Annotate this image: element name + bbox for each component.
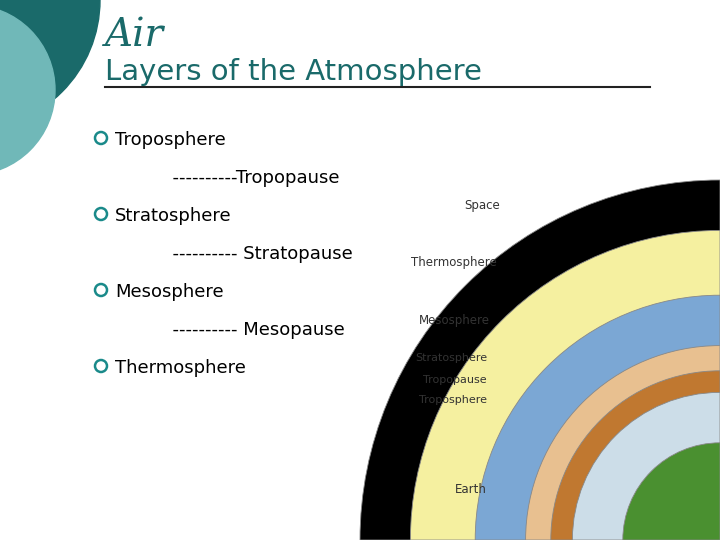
Text: Thermosphere: Thermosphere bbox=[115, 359, 246, 377]
Wedge shape bbox=[475, 295, 720, 540]
Text: Space: Space bbox=[464, 199, 500, 212]
Wedge shape bbox=[410, 231, 720, 540]
Text: Mesosphere: Mesosphere bbox=[115, 283, 224, 301]
Wedge shape bbox=[572, 393, 720, 540]
Wedge shape bbox=[360, 180, 720, 540]
Text: Stratosphere: Stratosphere bbox=[115, 207, 232, 225]
Text: Stratosphere: Stratosphere bbox=[415, 353, 487, 363]
Text: Thermosphere: Thermosphere bbox=[411, 256, 497, 269]
Text: Earth: Earth bbox=[455, 483, 487, 496]
Text: Troposphere: Troposphere bbox=[419, 395, 487, 404]
Text: Air: Air bbox=[105, 17, 164, 53]
Text: Mesosphere: Mesosphere bbox=[419, 314, 490, 327]
Wedge shape bbox=[526, 346, 720, 540]
Text: ----------Tropopause: ----------Tropopause bbox=[115, 169, 340, 187]
Text: Tropopause: Tropopause bbox=[423, 375, 487, 385]
Text: ---------- Stratopause: ---------- Stratopause bbox=[115, 245, 353, 263]
Text: Troposphere: Troposphere bbox=[115, 131, 226, 149]
Circle shape bbox=[0, 0, 100, 130]
Text: ---------- Mesopause: ---------- Mesopause bbox=[115, 321, 345, 339]
Wedge shape bbox=[551, 371, 720, 540]
Wedge shape bbox=[623, 443, 720, 540]
Circle shape bbox=[0, 5, 55, 175]
Text: Layers of the Atmosphere: Layers of the Atmosphere bbox=[105, 58, 482, 86]
